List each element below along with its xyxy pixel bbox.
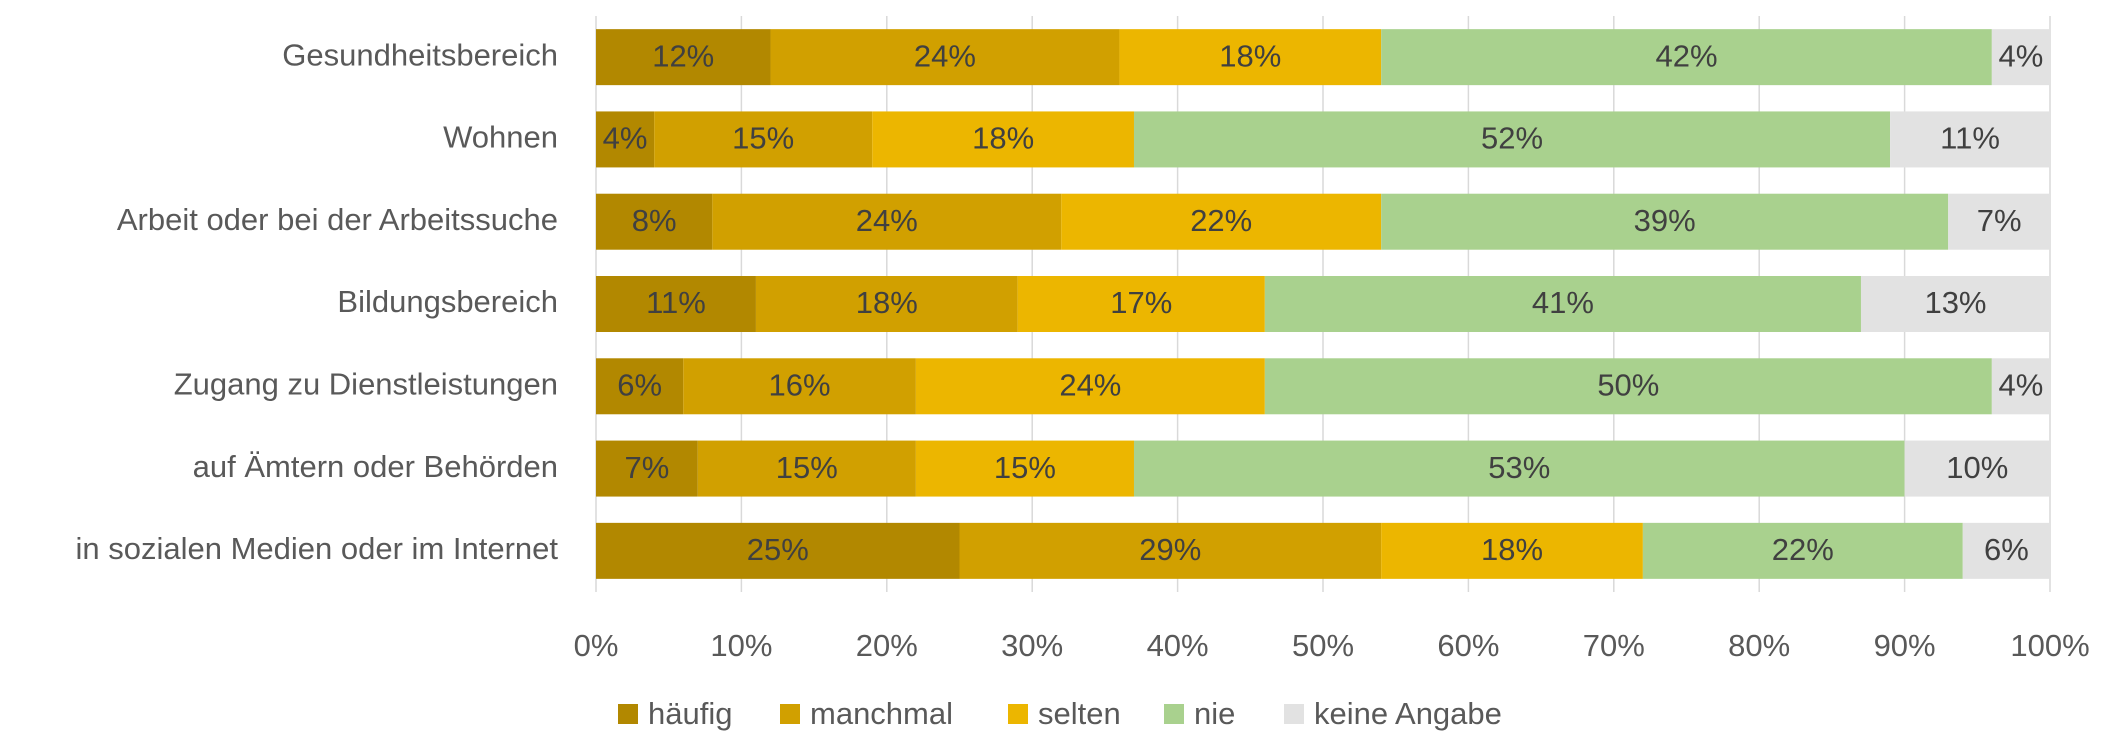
x-tick-label: 80% [1728,628,1790,663]
data-label: 16% [769,367,831,402]
y-tick-label: Gesundheitsbereich [282,37,558,72]
data-label: 22% [1190,203,1252,238]
bar-segment [1017,276,1265,332]
bar-segment [697,440,916,497]
legend-label: selten [1038,696,1121,731]
data-label: 18% [1481,532,1543,567]
data-label: 7% [624,450,669,485]
data-label: 53% [1488,450,1550,485]
y-tick-label: Zugang zu Dienstleistungen [174,366,558,401]
legend-label: manchmal [810,696,953,731]
x-tick-label: 40% [1147,628,1209,663]
bar-segment [1119,29,1382,86]
bar-segment [1962,522,2050,579]
data-label: 12% [652,38,714,73]
legend-label: nie [1194,696,1235,731]
bar-segment [1860,276,2050,332]
data-label: 6% [1984,532,2029,567]
bar-segment [596,440,698,497]
legend-swatch [1164,704,1184,724]
bar-segment [959,522,1382,579]
data-label: 18% [1219,38,1281,73]
y-tick-label: auf Ämtern oder Behörden [193,449,558,484]
x-tick-label: 60% [1437,628,1499,663]
bar-segment [755,276,1018,332]
bar-segment [1381,522,1643,579]
bar-segment [596,358,684,415]
bar-segment [1264,276,1861,332]
y-tick-label: in sozialen Medien oder im Internet [76,531,559,566]
bar-segment [1381,29,1992,86]
data-label: 42% [1655,38,1717,73]
data-label: 4% [1999,38,2044,73]
data-label: 13% [1924,285,1986,320]
bar-segment [596,193,713,250]
data-label: 6% [617,367,662,402]
data-label: 10% [1946,450,2008,485]
bar-segment [596,276,756,332]
y-tick-label: Bildungsbereich [337,284,558,319]
data-label: 50% [1597,367,1659,402]
data-label: 15% [994,450,1056,485]
x-tick-label: 0% [574,628,619,663]
data-label: 18% [972,121,1034,156]
bar-segment [1381,193,1949,250]
data-label: 15% [732,121,794,156]
x-tick-label: 70% [1583,628,1645,663]
bar-segment [596,111,655,168]
data-label: 4% [603,121,648,156]
data-label: 52% [1481,121,1543,156]
bar-segment [596,522,960,579]
legend-label: keine Angabe [1314,696,1502,731]
bar-segment [712,193,1062,250]
data-label: 24% [914,38,976,73]
data-label: 7% [1977,203,2022,238]
bar-segment [915,358,1265,415]
data-label: 24% [1059,367,1121,402]
legend-swatch [618,704,638,724]
x-tick-label: 10% [710,628,772,663]
bar-segment [1133,111,1891,168]
bar-segment [1642,522,1963,579]
y-tick-label: Wohnen [443,120,558,155]
x-tick-label: 50% [1292,628,1354,663]
bar-segment [1991,29,2050,86]
data-label: 8% [632,203,677,238]
x-tick-label: 20% [856,628,918,663]
data-label: 15% [776,450,838,485]
legend-label: häufig [648,696,732,731]
data-label: 17% [1110,285,1172,320]
x-tick-label: 100% [2010,628,2089,663]
bar-segment [1991,358,2050,415]
bar-segment [1904,440,2050,497]
data-label: 39% [1634,203,1696,238]
data-label: 25% [747,532,809,567]
bar-segment [1061,193,1382,250]
bar-segment [1890,111,2050,168]
data-label: 18% [856,285,918,320]
bar-segment [770,29,1120,86]
x-tick-label: 90% [1874,628,1936,663]
data-label: 4% [1999,367,2044,402]
data-label: 41% [1532,285,1594,320]
bar-segment [915,440,1134,497]
bar-segment [872,111,1134,168]
bar-segment [654,111,873,168]
bar-segment [1264,358,1992,415]
bar-segment [1948,193,2050,250]
x-tick-label: 30% [1001,628,1063,663]
legend-swatch [1284,704,1304,724]
data-label: 29% [1139,532,1201,567]
y-tick-label: Arbeit oder bei der Arbeitssuche [117,202,558,237]
data-label: 24% [856,203,918,238]
legend-swatch [1008,704,1028,724]
data-label: 11% [646,285,706,320]
bar-segment [596,29,771,86]
bar-segment [1133,440,1905,497]
data-label: 11% [1940,121,2000,156]
bar-segment [683,358,916,415]
data-label: 22% [1772,532,1834,567]
legend-swatch [780,704,800,724]
